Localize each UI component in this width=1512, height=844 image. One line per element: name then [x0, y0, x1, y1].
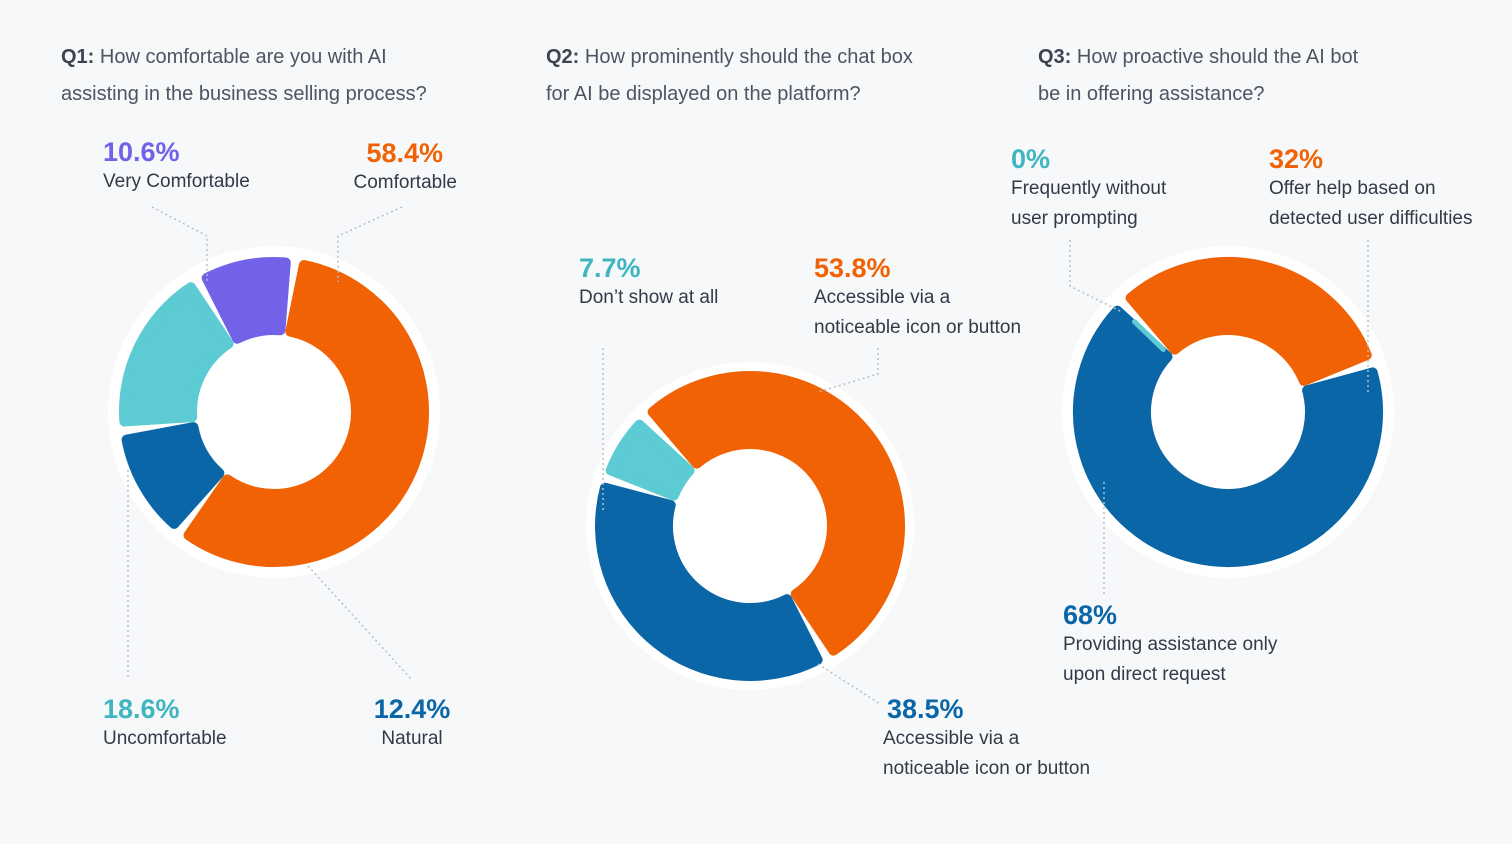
question-1-number: Q1: — [61, 46, 95, 68]
q1-label-uncomfortable: 18.6% Uncomfortable — [103, 694, 227, 754]
leader-line-2 — [337, 206, 403, 282]
donut-2-slice-2 — [605, 419, 695, 501]
q3-pct-frequently: 0% — [1011, 144, 1051, 174]
q2-name-dont-show: Don’t show at all — [579, 287, 719, 308]
q1-name-uncomfortable: Uncomfortable — [103, 728, 227, 749]
q1-name-comfortable: Comfortable — [353, 172, 458, 193]
q3-label-frequently: 0% Frequently without user prompting — [1011, 144, 1166, 234]
q2-pct-dont-show: 7.7% — [579, 253, 641, 283]
q2-name-accessible-blue: Accessible via a noticeable icon or butt… — [883, 728, 1091, 779]
leader-line-7 — [817, 663, 881, 705]
question-2-text: How prominently should the chat box for … — [546, 46, 913, 105]
q2-label-dont-show: 7.7% Don’t show at all — [579, 253, 718, 313]
question-3-title: Q3: How proactive should the AI bot be i… — [1038, 39, 1358, 113]
question-2-title: Q2: How prominently should the chat box … — [546, 39, 913, 113]
q3-name-frequently: Frequently without user prompting — [1011, 178, 1167, 229]
donut-2-slice-1 — [595, 482, 823, 681]
q1-pct-natural: 12.4% — [373, 694, 451, 724]
donut-2-slice-0 — [647, 371, 905, 656]
leader-line-8 — [1069, 240, 1123, 313]
donut-chart-3 — [1062, 246, 1394, 578]
leader-line-1 — [151, 206, 208, 282]
q3-label-providing: 68% Providing assistance only upon direc… — [1063, 600, 1277, 690]
q2-name-accessible-orange: Accessible via a noticeable icon or butt… — [814, 287, 1022, 338]
q1-pct-comfortable: 58.4% — [366, 138, 443, 168]
donut-1-slice-1 — [121, 422, 225, 529]
donut-1-slice-0 — [183, 260, 429, 567]
q3-pct-offer-help: 32% — [1269, 144, 1324, 174]
donut-1-slice-3 — [201, 257, 291, 344]
q2-label-accessible-orange: 53.8% Accessible via a noticeable icon o… — [814, 253, 1021, 343]
q1-pct-uncomfortable: 18.6% — [103, 694, 180, 724]
q3-label-offer-help: 32% Offer help based on detected user di… — [1269, 144, 1473, 234]
q3-name-providing: Providing assistance only upon direct re… — [1063, 634, 1278, 685]
q2-pct-accessible-blue: 38.5% — [887, 694, 964, 724]
leader-line-4 — [307, 565, 413, 681]
donut-chart-1 — [108, 246, 440, 578]
donut-3-slice-2 — [1131, 319, 1166, 352]
q2-label-accessible-blue: 38.5% Accessible via a noticeable icon o… — [883, 694, 1090, 784]
q3-name-offer-help: Offer help based on detected user diffic… — [1269, 178, 1473, 229]
donut-1-slice-2 — [119, 282, 234, 427]
q1-pct-very-comfortable: 10.6% — [103, 137, 180, 167]
donut-3-slice-1 — [1073, 305, 1383, 568]
q1-name-very-comfortable: Very Comfortable — [103, 171, 250, 192]
donut-3-slice-0 — [1125, 257, 1372, 386]
question-2-number: Q2: — [546, 46, 580, 68]
leader-line-6 — [817, 348, 879, 393]
q1-name-natural: Natural — [381, 728, 443, 749]
question-3-text: How proactive should the AI bot be in of… — [1038, 46, 1359, 105]
q1-label-very-comfortable: 10.6% Very Comfortable — [103, 137, 250, 197]
question-3-number: Q3: — [1038, 46, 1072, 68]
q1-label-natural: 12.4% Natural — [371, 694, 453, 754]
question-1-text: How comfortable are you with AI assistin… — [61, 46, 427, 105]
donut-chart-2 — [586, 362, 914, 690]
question-1-title: Q1: How comfortable are you with AI assi… — [61, 39, 427, 113]
q1-label-comfortable: 58.4% Comfortable — [346, 138, 458, 198]
q2-pct-accessible-orange: 53.8% — [814, 253, 891, 283]
q3-pct-providing: 68% — [1063, 600, 1118, 630]
